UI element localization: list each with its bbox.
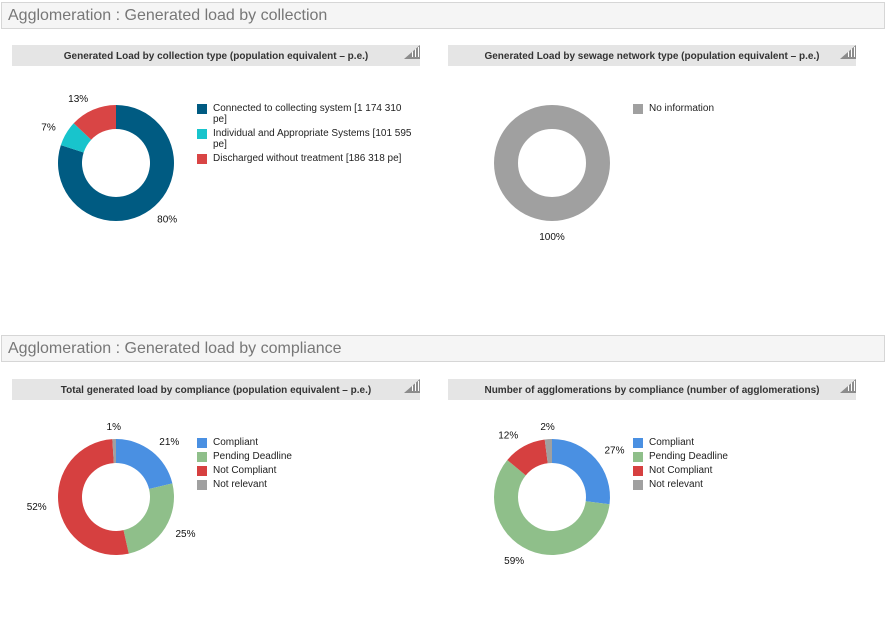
data-label-compliant: 27% (605, 446, 625, 457)
legend-swatch (633, 480, 643, 490)
legend-swatch (197, 129, 207, 139)
section-title: Agglomeration : Generated load by collec… (8, 7, 328, 24)
donut-chart: 27% 59% 12% 2% (494, 422, 625, 567)
data-label-no-information: 100% (539, 232, 565, 243)
donut-slice-not-compliant[interactable] (57, 439, 129, 555)
legend-item-no-information[interactable]: No information (633, 103, 853, 114)
chart-panel-collection-type: Generated Load by collection type (popul… (12, 45, 420, 285)
chart-legend: No information (633, 103, 853, 117)
data-label-not-compliant: 12% (498, 431, 518, 442)
legend-label: Not relevant (213, 479, 267, 490)
donut-slice-individual-and-appropriate-systems[interactable] (60, 123, 92, 153)
legend-item-pending-deadline[interactable]: Pending Deadline (633, 451, 853, 462)
data-label-discharged-without-treatment: 13% (68, 94, 88, 105)
legend-swatch (633, 438, 643, 448)
chart-legend: Compliant Pending Deadline Not Compliant No… (197, 437, 417, 493)
chart-panel-sewage-network-type: Generated Load by sewage network type (p… (448, 45, 856, 285)
legend-item-compliant[interactable]: Compliant (633, 437, 853, 448)
data-label-pending-deadline: 59% (504, 556, 524, 567)
donut-slice-no-information[interactable] (494, 105, 610, 221)
donut-chart: 100% (494, 105, 610, 243)
chart-title: Total generated load by compliance (popu… (12, 379, 420, 400)
donut-slice-discharged-without-treatment[interactable] (73, 105, 116, 140)
chart-title: Number of agglomerations by compliance (… (448, 379, 856, 400)
chart-title: Generated Load by collection type (popul… (12, 45, 420, 66)
donut-slice-not-relevant[interactable] (544, 439, 552, 464)
legend-label: Pending Deadline (213, 451, 292, 462)
legend-swatch (197, 438, 207, 448)
section-header-collection: Agglomeration : Generated load by collec… (1, 2, 885, 29)
legend-swatch (633, 466, 643, 476)
data-label-not-relevant: 1% (107, 422, 122, 433)
legend-swatch (633, 104, 643, 114)
donut-slice-compliant[interactable] (116, 439, 173, 489)
legend-swatch (197, 480, 207, 490)
legend-label: Not Compliant (649, 465, 713, 476)
donut-slice-not-compliant[interactable] (507, 439, 548, 476)
data-label-compliant: 21% (159, 437, 179, 448)
legend-swatch (197, 452, 207, 462)
legend-label: Compliant (213, 437, 259, 448)
legend-swatch (197, 104, 207, 114)
chart-panel-agglomerations-compliance: Number of agglomerations by compliance (… (448, 379, 856, 619)
data-label-pending-deadline: 25% (175, 529, 195, 540)
legend-label: Compliant (649, 437, 695, 448)
chart-legend: Connected to collecting system [1 174 31… (197, 103, 417, 167)
data-label-connected-to-collecting-system: 80% (157, 215, 177, 226)
chart-panel-total-load-compliance: Total generated load by compliance (popu… (12, 379, 420, 619)
legend-item-discharged-without-treatment[interactable]: Discharged without treatment [186 318 pe… (197, 153, 417, 164)
legend-item-pending-deadline[interactable]: Pending Deadline (197, 451, 417, 462)
legend-label: No information (649, 103, 715, 114)
donut-slice-pending-deadline[interactable] (123, 483, 174, 554)
legend-item-compliant[interactable]: Compliant (197, 437, 417, 448)
legend-label: Pending Deadline (649, 451, 728, 462)
legend-item-not-compliant[interactable]: Not Compliant (633, 465, 853, 476)
legend-label: Connected to collecting system [1 174 31… (213, 103, 402, 125)
legend-label: Discharged without treatment [186 318 pe… (213, 153, 402, 164)
chart-title: Generated Load by sewage network type (p… (448, 45, 856, 66)
legend-swatch (197, 466, 207, 476)
legend-item-connected-to-collecting-system[interactable]: Connected to collecting system [1 174 31… (197, 103, 417, 125)
legend-item-not-relevant[interactable]: Not relevant (633, 479, 853, 490)
legend-label: Individual and Appropriate Systems [101 … (213, 128, 412, 150)
data-label-individual-and-appropriate-systems: 7% (41, 122, 56, 133)
donut-chart: 21% 25% 52% 1% (27, 422, 196, 555)
chart-legend: Compliant Pending Deadline Not Compliant No… (633, 437, 853, 493)
legend-item-not-relevant[interactable]: Not relevant (197, 479, 417, 490)
section-header-compliance: Agglomeration : Generated load by compli… (1, 335, 885, 362)
donut-slice-compliant[interactable] (552, 439, 610, 505)
donut-slice-not-relevant[interactable] (112, 439, 116, 464)
donut-chart: 80% 7% 13% (41, 94, 177, 226)
donut-slice-connected-to-collecting-system[interactable] (57, 105, 174, 221)
donut-slice-pending-deadline[interactable] (494, 460, 610, 555)
legend-swatch (633, 452, 643, 462)
legend-item-not-compliant[interactable]: Not Compliant (197, 465, 417, 476)
legend-item-individual-and-appropriate-systems[interactable]: Individual and Appropriate Systems [101 … (197, 128, 417, 150)
data-label-not-relevant: 2% (540, 422, 555, 433)
legend-swatch (197, 154, 207, 164)
section-title: Agglomeration : Generated load by compli… (8, 340, 342, 357)
legend-label: Not relevant (649, 479, 703, 490)
legend-label: Not Compliant (213, 465, 277, 476)
data-label-not-compliant: 52% (27, 502, 47, 513)
